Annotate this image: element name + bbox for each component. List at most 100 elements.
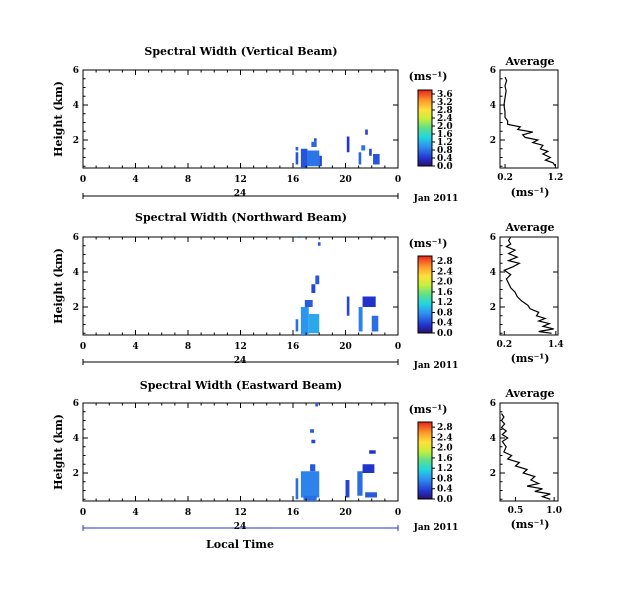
y-axis-label: Height (km) xyxy=(52,248,65,324)
heatmap-cell xyxy=(295,319,299,332)
colorbar-tick-label: 2.0 xyxy=(437,444,453,454)
day-axis: 24 xyxy=(82,522,399,532)
average-profile-eastward: Average 0.5 1.0 2 4 6 (ms⁻¹) xyxy=(490,387,562,531)
heatmap-cell xyxy=(310,464,316,472)
chart-title: Spectral Width (Northward Beam) xyxy=(135,211,347,224)
heatmap-cell xyxy=(357,471,363,496)
colorbar-tick-label: 0.0 xyxy=(437,495,453,505)
y-axis-label: Height (km) xyxy=(52,414,65,490)
heatmap-cell xyxy=(362,296,376,307)
y-tick-label: 6 xyxy=(73,66,79,76)
x-tick-label: 0 xyxy=(80,342,86,352)
y-tick-label: 4 xyxy=(490,268,496,278)
profile-title: Average xyxy=(504,387,554,400)
colorbar-tick-label: 1.2 xyxy=(437,464,453,474)
x-tick-label: 8 xyxy=(185,508,191,518)
colorbar-tick-label: 2.4 xyxy=(437,267,453,277)
x-tick-label: 8 xyxy=(185,175,191,185)
y-tick-label: 6 xyxy=(73,399,79,409)
profile-frame xyxy=(499,69,559,169)
day-label: 24 xyxy=(234,522,247,532)
colorbar-tick-label: 3.6 xyxy=(437,90,453,100)
colorbar-tick-label: 1.6 xyxy=(437,454,453,464)
x-tick-label: 0 xyxy=(395,508,401,518)
colorbar-tick-label: 2.8 xyxy=(437,423,453,433)
colorbar-tick-label: 1.2 xyxy=(437,138,453,148)
heatmap-cell xyxy=(358,152,362,165)
x-tick-label: 20 xyxy=(339,508,352,518)
colorbar xyxy=(417,421,433,500)
heatmap-cell xyxy=(315,275,320,285)
plot-area: 0 4 8 12 16 20 0 2 4 6 xyxy=(73,233,401,352)
x-tick-label: 16 xyxy=(287,508,300,518)
x-tick-label: 20 xyxy=(339,175,352,185)
colorbar-tick-label: 0.4 xyxy=(437,319,453,329)
day-label: 24 xyxy=(234,189,247,199)
colorbar-tick-label: 0.0 xyxy=(437,162,453,172)
y-tick-label: 4 xyxy=(73,434,79,444)
colorbar xyxy=(417,255,433,334)
y-axis-label: Height (km) xyxy=(52,81,65,157)
y-tick-label: 6 xyxy=(490,399,496,409)
colorbar-tick-label: 2.0 xyxy=(437,122,453,132)
heatmap-cell xyxy=(365,129,368,135)
colorbar-tick-label: 0.0 xyxy=(437,329,453,339)
y-tick-label: 4 xyxy=(490,101,496,111)
x-tick-label: 0 xyxy=(395,175,401,185)
profile-x-label: (ms⁻¹) xyxy=(511,518,550,531)
profile-title: Average xyxy=(504,55,554,68)
day-axis: 24 xyxy=(82,356,399,366)
x-tick-label: 20 xyxy=(339,342,352,352)
heatmap-cell xyxy=(300,307,309,335)
y-tick-label: 6 xyxy=(490,233,496,243)
panel-northward-beam: Spectral Width (Northward Beam) 0 4 8 12 16 2… xyxy=(52,211,458,371)
y-tick-label: 2 xyxy=(490,136,496,146)
heatmap-cell xyxy=(371,315,379,332)
profile-title: Average xyxy=(504,221,554,234)
heatmap-cell xyxy=(300,148,308,168)
average-profile-vertical: Average 0.2 1.2 2 4 6 (ms⁻¹) xyxy=(490,55,564,199)
colorbar-tick-label: 2.8 xyxy=(437,106,453,116)
panel-eastward-beam: Spectral Width (Eastward Beam) 0 4 8 12 16 20… xyxy=(52,379,458,551)
y-tick-label: 6 xyxy=(490,66,496,76)
colorbar-tick-label: 1.2 xyxy=(437,298,453,308)
x-tick-label: 12 xyxy=(234,175,247,185)
colorbar-tick-label: 3.2 xyxy=(437,98,453,108)
heatmap-cell xyxy=(304,300,313,307)
y-tick-label: 2 xyxy=(73,469,79,479)
heatmap-cell xyxy=(310,429,314,433)
heatmap-cell xyxy=(358,307,363,332)
heatmap-cell xyxy=(362,464,375,473)
profile-line xyxy=(500,413,551,500)
profile-line xyxy=(503,76,556,167)
x-axis-label: Local Time xyxy=(206,538,274,551)
profile-x-tick-label: 1.2 xyxy=(548,173,564,183)
heatmap-cell xyxy=(315,403,318,407)
profile-frame xyxy=(499,402,559,502)
colorbar-tick-label: 0.4 xyxy=(437,154,453,164)
x-tick-label: 4 xyxy=(132,508,138,518)
x-tick-label: 16 xyxy=(287,342,300,352)
colorbar-tick-label: 2.4 xyxy=(437,433,453,443)
x-tick-label: 4 xyxy=(132,342,138,352)
chart-title: Spectral Width (Eastward Beam) xyxy=(140,379,342,392)
heatmap-cell xyxy=(307,150,320,167)
heatmap-cell xyxy=(373,154,380,165)
plot-frame xyxy=(82,236,399,336)
plot-frame xyxy=(82,69,399,169)
colorbar-tick-label: 2.0 xyxy=(437,278,453,288)
x-tick-label: 0 xyxy=(80,175,86,185)
y-tick-label: 4 xyxy=(490,434,496,444)
colorbar-tick-label: 0.8 xyxy=(437,308,453,318)
x-tick-label: 16 xyxy=(287,175,300,185)
y-tick-label: 4 xyxy=(73,101,79,111)
plot-frame xyxy=(82,402,399,502)
colorbar-unit: (ms⁻¹) xyxy=(409,403,448,416)
heatmap-cell xyxy=(295,478,299,500)
colorbar xyxy=(417,89,433,167)
profile-frame xyxy=(499,236,559,336)
heatmap-cell xyxy=(298,237,301,238)
y-tick-label: 6 xyxy=(73,233,79,243)
colorbar-tick-label: 1.6 xyxy=(437,288,453,298)
